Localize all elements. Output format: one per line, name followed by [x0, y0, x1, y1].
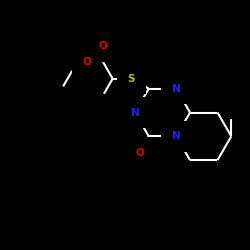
- Text: S: S: [128, 74, 135, 84]
- Text: O: O: [83, 58, 92, 68]
- Text: O: O: [99, 41, 108, 51]
- Text: O: O: [135, 148, 144, 158]
- Text: N: N: [172, 131, 180, 141]
- Text: N: N: [130, 108, 140, 118]
- Text: N: N: [172, 84, 180, 94]
